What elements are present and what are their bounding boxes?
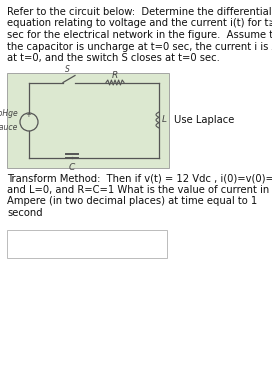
Text: the capacitor is uncharge at t=0 sec, the current i is zero: the capacitor is uncharge at t=0 sec, th…: [7, 41, 272, 51]
Text: VoHge: VoHge: [0, 109, 18, 118]
Text: Refer to the circuit below:  Determine the differential: Refer to the circuit below: Determine th…: [7, 7, 272, 17]
Text: S: S: [64, 65, 69, 73]
Text: at t=0, and the switch S closes at t=0 sec.: at t=0, and the switch S closes at t=0 s…: [7, 53, 220, 63]
FancyBboxPatch shape: [7, 229, 167, 258]
Text: and L=0, and R=C=1 What is the value of current in: and L=0, and R=C=1 What is the value of …: [7, 185, 269, 195]
Text: sec for the electrical network in the figure.  Assume that: sec for the electrical network in the fi…: [7, 30, 272, 40]
Text: Transform Method:  Then if v(t) = 12 Vdc , i(0)=v(0)=0: Transform Method: Then if v(t) = 12 Vdc …: [7, 174, 272, 184]
Text: Sauce: Sauce: [0, 123, 18, 132]
Text: L: L: [162, 116, 167, 124]
Text: equation relating to voltage and the current i(t) for t≥0: equation relating to voltage and the cur…: [7, 18, 272, 29]
Text: C: C: [69, 163, 75, 171]
Text: R: R: [112, 72, 118, 80]
Text: +: +: [25, 112, 31, 118]
Text: Ampere (in two decimal places) at time equal to 1: Ampere (in two decimal places) at time e…: [7, 196, 257, 207]
Text: second: second: [7, 208, 43, 218]
FancyBboxPatch shape: [7, 73, 169, 167]
Text: Use Laplace: Use Laplace: [174, 115, 234, 125]
